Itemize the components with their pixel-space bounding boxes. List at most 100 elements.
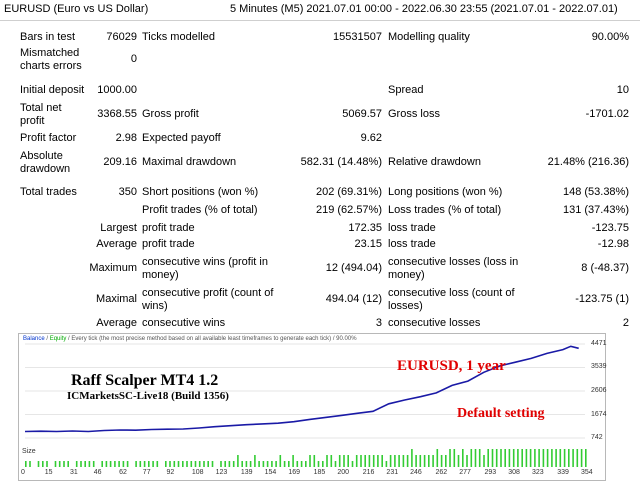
size-bar: [182, 461, 184, 467]
gross-loss-label: Gross loss: [388, 108, 440, 120]
maximal-loss-value: -123.75 (1): [575, 293, 629, 305]
size-bar: [203, 461, 205, 467]
size-bar: [347, 455, 349, 467]
size-bar: [80, 461, 82, 467]
size-bar: [165, 461, 167, 467]
avg-consecutive-losses-value: 2: [622, 317, 629, 329]
size-bar: [385, 461, 388, 467]
size-bar: [521, 449, 523, 467]
largest-profit-value: 172.35: [348, 222, 382, 234]
size-bar: [551, 449, 553, 467]
symbol-title: EURUSD (Euro vs US Dollar): [4, 3, 149, 15]
x-tick-label: 31: [70, 469, 78, 476]
size-bar: [470, 449, 473, 467]
size-bar: [220, 461, 222, 467]
size-bar: [428, 455, 430, 467]
size-bar: [415, 455, 417, 467]
size-bar: [262, 461, 265, 467]
ticks-label: Ticks modelled: [142, 31, 215, 43]
x-tick-label: 62: [119, 469, 127, 476]
size-bar: [436, 449, 439, 467]
size-bar: [351, 461, 354, 467]
size-bar: [152, 461, 154, 467]
size-bar: [517, 449, 519, 467]
mismatched-label-2: charts errors: [20, 60, 82, 72]
balance-line: [24, 345, 579, 433]
x-tick-label: 185: [313, 469, 326, 476]
size-bar: [576, 449, 579, 467]
size-bar: [568, 449, 570, 467]
size-bar: [300, 461, 303, 467]
average-label: Average: [96, 238, 137, 250]
size-bar: [118, 461, 120, 467]
size-bar: [292, 455, 294, 467]
size-bar: [84, 461, 86, 467]
max-consecutive-wins-value: 12 (494.04): [325, 262, 382, 274]
size-bar: [512, 449, 515, 467]
gross-profit-label: Gross profit: [142, 108, 199, 120]
legend-equity: Equity: [49, 336, 67, 342]
y-tick-label: 742: [591, 434, 603, 441]
size-bar: [67, 461, 69, 467]
size-bar: [114, 461, 116, 467]
size-bar: [377, 455, 379, 467]
overlay-broker: ICMarketsSC-Live18 (Build 1356): [67, 390, 229, 402]
size-bar: [555, 449, 557, 467]
mismatched-value: 0: [130, 53, 137, 65]
size-bar: [508, 449, 511, 467]
size-bar: [360, 455, 362, 467]
largest-profit-label: profit trade: [142, 222, 195, 234]
size-bar: [186, 461, 188, 467]
y-tick-label: 3539: [591, 363, 607, 371]
long-positions-label: Long positions (won %): [388, 186, 503, 198]
y-tick-label: 2606: [591, 387, 607, 394]
size-bar: [572, 449, 574, 467]
loss-trades-value: 131 (37.43%): [562, 204, 629, 216]
size-bar: [462, 449, 464, 467]
x-tick-label: 231: [386, 469, 399, 476]
size-bar: [538, 449, 540, 467]
size-bar: [394, 455, 396, 467]
size-bar: [381, 455, 383, 467]
legend-method: / Every tick (the most precise method ba…: [66, 336, 357, 342]
largest-loss-label: loss trade: [388, 222, 436, 234]
size-bar: [491, 449, 494, 467]
x-tick-label: 262: [435, 469, 448, 476]
y-tick-label: 1674: [591, 410, 607, 418]
size-bar: [478, 449, 481, 467]
maximal-profit-label-2: wins): [142, 300, 168, 312]
gross-profit-value: 5069.57: [342, 108, 382, 120]
x-tick-label: 46: [93, 469, 102, 476]
size-bar: [249, 461, 252, 467]
size-bar: [440, 455, 443, 467]
size-bar: [500, 449, 502, 467]
largest-label: Largest: [100, 222, 137, 234]
size-bar: [338, 455, 341, 467]
size-bar: [194, 461, 197, 467]
maximal-profit-label-1: consecutive profit (count of: [142, 287, 274, 299]
size-bar: [173, 461, 176, 467]
profit-factor-value: 2.98: [115, 132, 137, 144]
gross-loss-value: -1701.02: [585, 108, 629, 120]
deposit-label: Initial deposit: [20, 84, 85, 96]
size-bar: [334, 461, 337, 467]
net-profit-label-2: profit: [20, 115, 45, 127]
x-tick-label: 200: [337, 469, 350, 476]
period-title: 5 Minutes (M5) 2021.07.01 00:00 - 2022.0…: [230, 3, 618, 15]
size-bar: [343, 455, 345, 467]
net-profit-value: 3368.55: [97, 108, 137, 120]
size-bar: [317, 461, 320, 467]
absolute-drawdown-label-1: Absolute: [20, 150, 63, 162]
overlay-title: Raff Scalper MT4 1.2: [71, 372, 219, 389]
maximal-label: Maximal: [96, 293, 137, 305]
x-axis-ticks: 0 15 31 46 62 77 92 108 123 139 154 169 185 200 216 231…: [19, 468, 605, 480]
size-bar: [109, 461, 112, 467]
x-tick-label: 277: [459, 469, 471, 476]
size-bar: [330, 455, 333, 467]
size-bar: [169, 461, 171, 467]
size-bar: [309, 455, 311, 467]
max-consecutive-losses-label-2: money): [388, 269, 425, 281]
size-bar: [487, 449, 489, 467]
x-tick-label: 308: [508, 469, 520, 476]
average-profit-label: profit trade: [142, 238, 195, 250]
